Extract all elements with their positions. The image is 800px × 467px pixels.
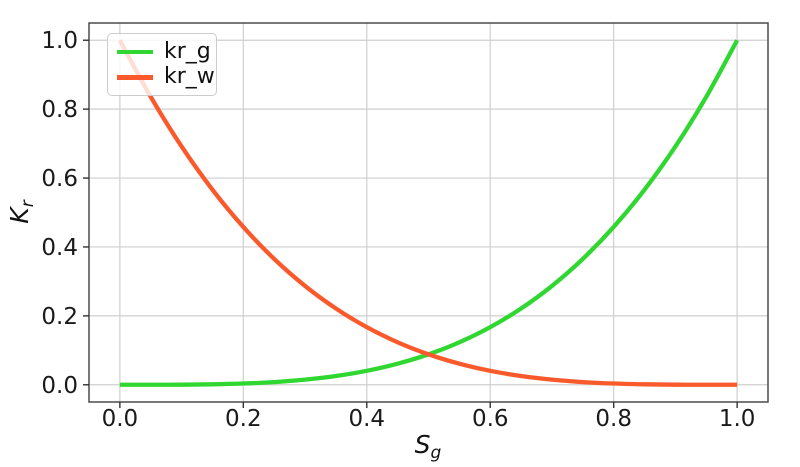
x-axis-label: Sg	[415, 432, 442, 462]
y-tick-label: 1.0	[41, 28, 78, 54]
y-tick-label: 0.0	[41, 373, 78, 399]
x-tick-label: 0.8	[595, 406, 632, 432]
curve-kr_w	[117, 39, 738, 387]
legend-item-kr-g: kr_g	[117, 40, 211, 63]
x-axis-label-subscript: g	[430, 443, 442, 463]
x-tick-label: 0.0	[102, 406, 139, 432]
legend-label-kr-w: kr_w	[164, 64, 215, 90]
y-axis-label-subscript: r	[18, 200, 38, 208]
x-tick-label: 1.0	[719, 406, 756, 432]
x-tick-label: 0.6	[472, 406, 509, 432]
legend[interactable]: kr_g kr_w	[107, 33, 217, 96]
y-tick-label: 0.4	[41, 235, 78, 261]
y-tick-label: 0.2	[41, 304, 78, 330]
x-axis-label-base: S	[414, 430, 431, 459]
legend-label-kr-g: kr_g	[164, 38, 211, 64]
axes-spines	[88, 22, 769, 403]
y-axis-label-base: K	[5, 207, 34, 224]
legend-item-kr-w: kr_w	[117, 66, 215, 88]
legend-line-sample-kr-w	[117, 75, 153, 80]
y-tick-label: 0.6	[41, 166, 78, 192]
x-tick-label: 0.4	[348, 406, 385, 432]
x-tick-label: 0.2	[225, 406, 262, 432]
y-tick-label: 0.8	[41, 97, 78, 123]
legend-line-sample-kr-g	[117, 49, 153, 54]
y-axis-label: Kr	[5, 200, 38, 224]
